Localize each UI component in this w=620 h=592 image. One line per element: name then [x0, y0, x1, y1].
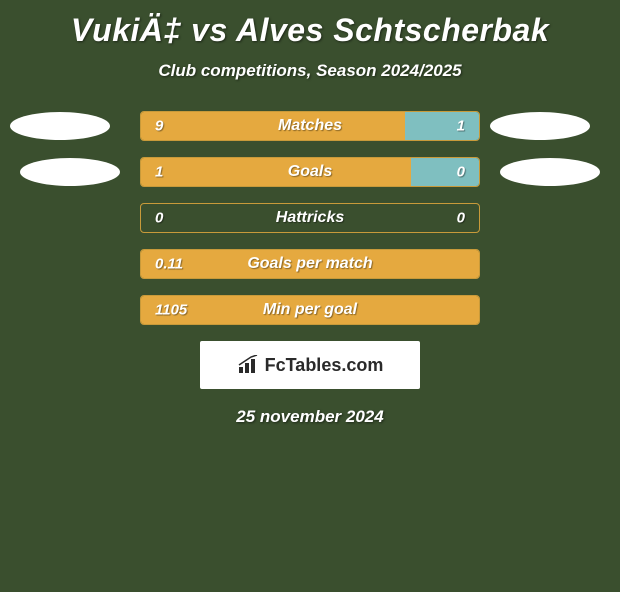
- stat-value-left: 0.11: [155, 256, 183, 273]
- logo-box: FcTables.com: [200, 341, 420, 389]
- stat-row: 0 0 Hattricks: [0, 203, 620, 233]
- stat-value-left: 1: [155, 164, 163, 181]
- stat-bar: 0.11 Goals per match: [140, 249, 480, 279]
- player-right-marker: [500, 158, 600, 186]
- stat-row: 0.11 Goals per match: [0, 249, 620, 279]
- stat-bar: 0 0 Hattricks: [140, 203, 480, 233]
- stat-row: 9 1 Matches: [0, 111, 620, 141]
- stat-label: Hattricks: [276, 209, 344, 227]
- comparison-subtitle: Club competitions, Season 2024/2025: [0, 61, 620, 81]
- stat-label: Goals: [288, 163, 332, 181]
- stat-value-right: 0: [457, 210, 465, 227]
- stat-bar: 9 1 Matches: [140, 111, 480, 141]
- chart-icon: [237, 355, 261, 375]
- bar-left-fill: [141, 112, 405, 140]
- bar-right-fill: [411, 158, 479, 186]
- stats-area: 9 1 Matches 1 0 Goals 0 0 Hattricks 0.11 Goals per…: [0, 111, 620, 325]
- bar-right-fill: [405, 112, 479, 140]
- stat-value-left: 0: [155, 210, 163, 227]
- stat-value-left: 9: [155, 118, 163, 135]
- stat-value-right: 0: [457, 164, 465, 181]
- stat-bar: 1105 Min per goal: [140, 295, 480, 325]
- player-right-marker: [490, 112, 590, 140]
- stat-row: 1 0 Goals: [0, 157, 620, 187]
- stat-label: Matches: [278, 117, 342, 135]
- logo-text: FcTables.com: [265, 355, 384, 376]
- date-text: 25 november 2024: [0, 407, 620, 427]
- comparison-title: VukiÄ‡ vs Alves Schtscherbak: [0, 12, 620, 49]
- player-left-marker: [20, 158, 120, 186]
- stat-bar: 1 0 Goals: [140, 157, 480, 187]
- player-left-marker: [10, 112, 110, 140]
- stat-row: 1105 Min per goal: [0, 295, 620, 325]
- stat-label: Goals per match: [247, 255, 372, 273]
- bar-left-fill: [141, 158, 411, 186]
- stat-value-left: 1105: [155, 302, 187, 319]
- stat-label: Min per goal: [263, 301, 357, 319]
- stat-value-right: 1: [457, 118, 465, 135]
- logo: FcTables.com: [237, 355, 384, 376]
